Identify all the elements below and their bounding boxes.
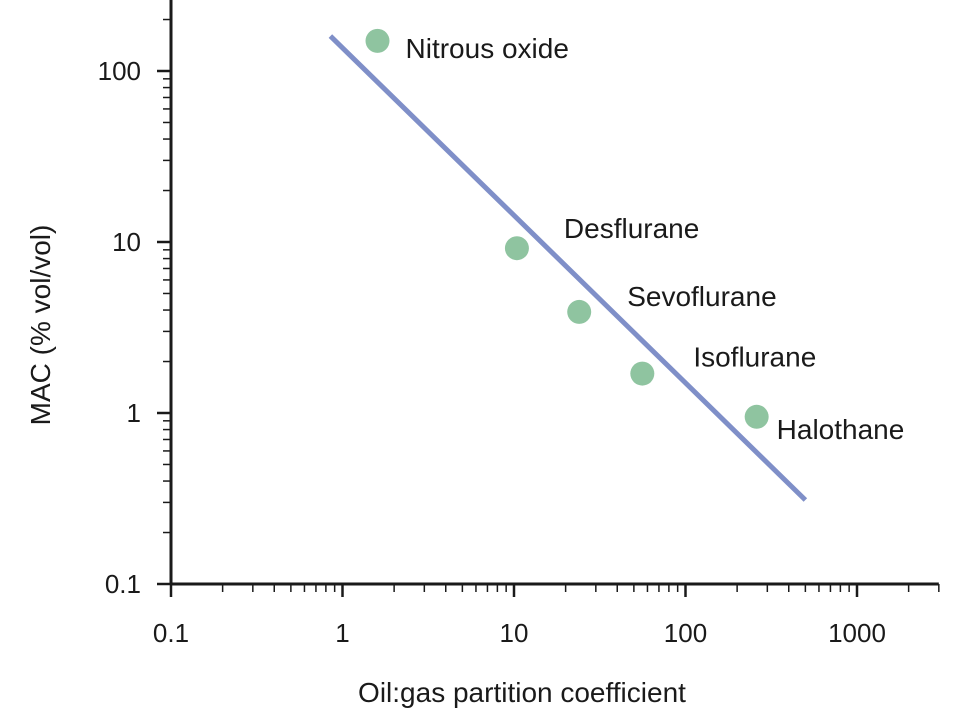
data-point xyxy=(567,299,592,324)
data-point-label: Sevoflurane xyxy=(627,281,776,312)
y-tick-label: 0.1 xyxy=(105,569,141,599)
data-point xyxy=(365,28,390,53)
data-point-label: Desflurane xyxy=(564,213,699,244)
data-points: Nitrous oxide Desflurane Sevoflurane Isoflu… xyxy=(365,28,905,445)
data-point xyxy=(744,404,769,429)
y-axis-title: MAC (% vol/vol) xyxy=(25,225,56,426)
trend-line xyxy=(328,34,808,502)
data-point xyxy=(630,361,655,386)
x-tick-label: 10 xyxy=(500,618,529,648)
data-point xyxy=(504,236,529,261)
x-tick-label: 0.1 xyxy=(153,618,189,648)
x-tick-label: 1000 xyxy=(828,618,886,648)
trend-line-group xyxy=(328,34,808,502)
y-tick-label: 1 xyxy=(127,398,141,428)
data-point-label: Nitrous oxide xyxy=(406,33,569,64)
x-tick-label: 1 xyxy=(335,618,349,648)
x-axis-title: Oil:gas partition coefficient xyxy=(358,677,686,708)
ticks: 0.1 1 10 100 1000 0.1 1 10 100 xyxy=(98,18,940,648)
data-point-label: Halothane xyxy=(777,414,905,445)
y-tick-label: 100 xyxy=(98,56,141,86)
axes xyxy=(169,0,939,586)
x-tick-label: 100 xyxy=(664,618,707,648)
data-point-label: Isoflurane xyxy=(693,342,816,373)
y-tick-label: 10 xyxy=(112,227,141,257)
